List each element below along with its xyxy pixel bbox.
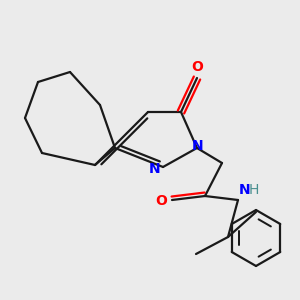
Text: O: O (191, 60, 203, 74)
Text: N: N (239, 183, 250, 197)
Text: H: H (249, 183, 260, 197)
Text: O: O (155, 194, 167, 208)
Text: N: N (192, 139, 204, 153)
Text: N: N (149, 162, 161, 176)
